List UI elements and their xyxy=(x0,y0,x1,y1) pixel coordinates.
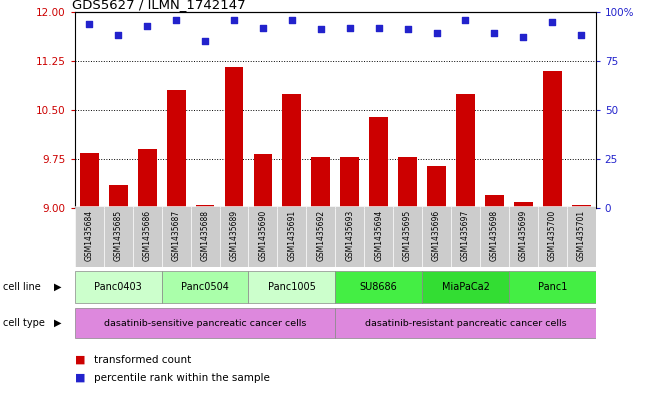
Bar xyxy=(485,195,504,208)
Text: GSM1435692: GSM1435692 xyxy=(316,210,326,261)
Point xyxy=(258,24,268,31)
Text: cell line: cell line xyxy=(3,282,41,292)
Bar xyxy=(311,157,330,208)
Text: GSM1435699: GSM1435699 xyxy=(519,210,528,261)
Text: GSM1435700: GSM1435700 xyxy=(547,210,557,261)
Bar xyxy=(538,206,567,267)
Text: GSM1435689: GSM1435689 xyxy=(230,210,238,261)
Bar xyxy=(335,206,364,267)
Bar xyxy=(369,117,388,208)
Bar xyxy=(480,206,509,267)
Point xyxy=(142,22,152,29)
Bar xyxy=(398,157,417,208)
Bar xyxy=(364,206,393,267)
Bar xyxy=(133,206,161,267)
Text: SU8686: SU8686 xyxy=(360,282,398,292)
Bar xyxy=(514,202,533,208)
Point xyxy=(460,17,471,23)
Text: MiaPaCa2: MiaPaCa2 xyxy=(441,282,490,292)
Text: GDS5627 / ILMN_1742147: GDS5627 / ILMN_1742147 xyxy=(72,0,246,11)
Bar xyxy=(335,271,422,303)
Point xyxy=(171,17,182,23)
Bar xyxy=(225,68,243,208)
Text: GSM1435697: GSM1435697 xyxy=(461,210,470,261)
Text: GSM1435693: GSM1435693 xyxy=(345,210,354,261)
Bar xyxy=(104,206,133,267)
Text: Panc0504: Panc0504 xyxy=(181,282,229,292)
Point xyxy=(432,30,442,37)
Point xyxy=(518,34,529,40)
Bar xyxy=(509,206,538,267)
Bar xyxy=(249,206,277,267)
Point xyxy=(489,30,499,37)
Bar xyxy=(340,157,359,208)
Bar xyxy=(196,205,214,208)
Text: GSM1435691: GSM1435691 xyxy=(287,210,296,261)
Point xyxy=(113,32,124,39)
Bar xyxy=(219,206,249,267)
Bar xyxy=(249,271,335,303)
Bar xyxy=(253,154,272,208)
Bar xyxy=(422,206,451,267)
Point xyxy=(84,20,94,27)
Bar xyxy=(335,308,596,338)
Text: transformed count: transformed count xyxy=(94,354,191,365)
Text: Panc0403: Panc0403 xyxy=(94,282,142,292)
Text: Panc1: Panc1 xyxy=(538,282,567,292)
Bar xyxy=(509,271,596,303)
Text: GSM1435698: GSM1435698 xyxy=(490,210,499,261)
Point xyxy=(200,38,210,44)
Text: GSM1435684: GSM1435684 xyxy=(85,210,94,261)
Bar xyxy=(109,185,128,208)
Text: Panc1005: Panc1005 xyxy=(268,282,316,292)
Point xyxy=(229,17,239,23)
Bar xyxy=(543,71,562,208)
Bar xyxy=(572,205,590,208)
Text: percentile rank within the sample: percentile rank within the sample xyxy=(94,373,270,383)
Bar xyxy=(422,271,509,303)
Bar xyxy=(307,206,335,267)
Bar xyxy=(75,271,161,303)
Bar xyxy=(80,152,99,208)
Text: ▶: ▶ xyxy=(54,282,62,292)
Text: GSM1435696: GSM1435696 xyxy=(432,210,441,261)
Text: dasatinib-resistant pancreatic cancer cells: dasatinib-resistant pancreatic cancer ce… xyxy=(365,319,566,328)
Text: GSM1435694: GSM1435694 xyxy=(374,210,383,261)
Point xyxy=(316,26,326,33)
Bar xyxy=(283,94,301,208)
Text: GSM1435688: GSM1435688 xyxy=(201,210,210,261)
Text: ■: ■ xyxy=(75,354,85,365)
Text: GSM1435685: GSM1435685 xyxy=(114,210,123,261)
Bar xyxy=(456,94,475,208)
Text: ▶: ▶ xyxy=(54,318,62,328)
Bar xyxy=(167,90,186,208)
Bar xyxy=(161,271,249,303)
Point xyxy=(402,26,413,33)
Point xyxy=(374,24,384,31)
Text: GSM1435701: GSM1435701 xyxy=(577,210,586,261)
Point xyxy=(344,24,355,31)
Point xyxy=(547,18,557,25)
Bar xyxy=(75,206,104,267)
Bar xyxy=(191,206,219,267)
Point xyxy=(576,32,587,39)
Bar xyxy=(451,206,480,267)
Bar xyxy=(393,206,422,267)
Text: dasatinib-sensitive pancreatic cancer cells: dasatinib-sensitive pancreatic cancer ce… xyxy=(104,319,306,328)
Text: GSM1435695: GSM1435695 xyxy=(403,210,412,261)
Bar xyxy=(161,206,191,267)
Bar xyxy=(427,166,446,208)
Text: cell type: cell type xyxy=(3,318,45,328)
Text: GSM1435687: GSM1435687 xyxy=(172,210,180,261)
Text: ■: ■ xyxy=(75,373,85,383)
Text: GSM1435686: GSM1435686 xyxy=(143,210,152,261)
Text: GSM1435690: GSM1435690 xyxy=(258,210,268,261)
Bar xyxy=(567,206,596,267)
Point xyxy=(286,17,297,23)
Bar xyxy=(277,206,307,267)
Bar xyxy=(75,308,335,338)
Bar xyxy=(138,149,157,208)
